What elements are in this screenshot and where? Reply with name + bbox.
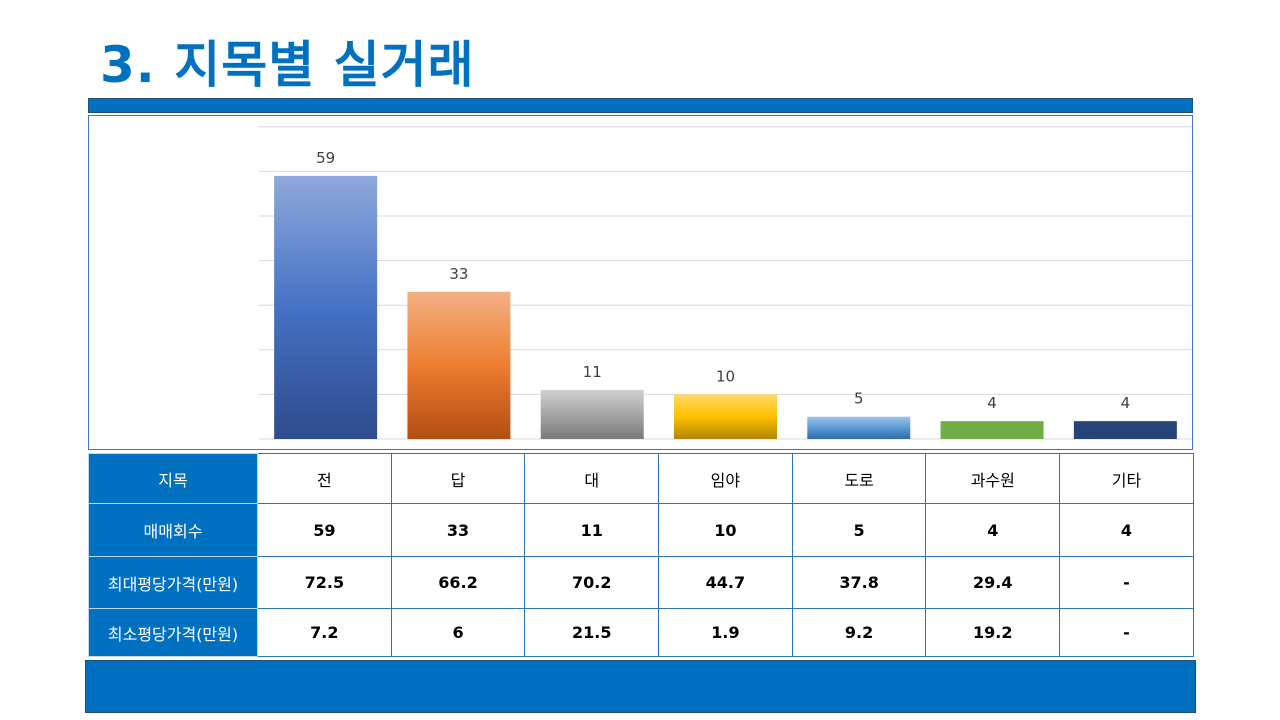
table-cell: - — [1059, 556, 1194, 609]
table-cell: 66.2 — [390, 556, 526, 609]
table-cell: - — [1059, 608, 1194, 657]
table-cell: 7.2 — [257, 608, 392, 657]
bar-2 — [540, 389, 644, 439]
row-header: 최대평당가격(만원) — [88, 556, 258, 609]
bar-1 — [407, 291, 511, 439]
bar-5 — [940, 421, 1044, 439]
bar-3 — [674, 394, 777, 439]
table-cell: 59 — [257, 503, 392, 557]
bar-0 — [274, 175, 378, 440]
table-cell: 기타 — [1059, 453, 1194, 504]
table-cell: 답 — [390, 453, 526, 504]
page-title: 3. 지목별 실거래 — [100, 36, 475, 94]
bar-4 — [807, 416, 911, 439]
table-cell: 44.7 — [658, 556, 793, 609]
bar-value-label: 11 — [583, 363, 602, 381]
table-row: 매매회수 59 33 11 10 5 4 4 — [88, 503, 1194, 557]
bar-value-label: 4 — [987, 394, 997, 412]
title-underline-bar — [88, 98, 1193, 113]
table-cell: 6 — [390, 608, 526, 657]
table-cell: 11 — [524, 503, 660, 557]
table-cell: 5 — [791, 503, 927, 557]
bar-value-label: 10 — [716, 367, 735, 385]
bar-value-label: 59 — [316, 149, 335, 167]
bar-value-label: 4 — [1121, 394, 1131, 412]
chart-gridlines — [259, 126, 1192, 440]
table-cell: 10 — [658, 503, 793, 557]
bar-6 — [1073, 421, 1177, 439]
table-cell: 대 — [524, 453, 660, 504]
table-row: 지목 전 답 대 임야 도로 과수원 기타 — [88, 453, 1194, 504]
table-cell: 전 — [257, 453, 392, 504]
table-cell: 19.2 — [925, 608, 1061, 657]
row-header: 최소평당가격(만원) — [88, 608, 258, 657]
chart-bars — [274, 175, 1177, 440]
table-cell: 72.5 — [257, 556, 392, 609]
bar-chart-svg: 59 33 11 10 5 4 4 — [259, 126, 1192, 440]
table-cell: 과수원 — [925, 453, 1061, 504]
table-cell: 37.8 — [791, 556, 927, 609]
table-cell: 도로 — [791, 453, 927, 504]
bar-value-label: 5 — [854, 390, 864, 408]
table-row: 최소평당가격(만원) 7.2 6 21.5 1.9 9.2 19.2- — [88, 608, 1194, 657]
table-cell: 70.2 — [524, 556, 660, 609]
table-cell: 9.2 — [791, 608, 927, 657]
table-cell: 33 — [390, 503, 526, 557]
bar-chart: 59 33 11 10 5 4 4 — [88, 115, 1193, 450]
chart-data-labels: 59 33 11 10 5 4 4 — [316, 149, 1130, 412]
footer-bar — [85, 660, 1196, 713]
row-header: 지목 — [88, 453, 258, 504]
table-cell: 4 — [925, 503, 1061, 557]
table-cell: 4 — [1059, 503, 1194, 557]
table-cell: 21.5 — [524, 608, 660, 657]
table-cell: 임야 — [658, 453, 793, 504]
table-cell: 1.9 — [658, 608, 793, 657]
table-row: 최대평당가격(만원) 72.5 66.2 70.2 44.7 37.8 29.4- — [88, 556, 1194, 609]
table-cell: 29.4 — [925, 556, 1061, 609]
row-header: 매매회수 — [88, 503, 258, 557]
bar-value-label: 33 — [449, 265, 468, 283]
land-type-table: 지목 전 답 대 임야 도로 과수원 기타 매매회수 59 33 11 10 5 4 4 최대평당가격(만원) 7… — [88, 453, 1194, 657]
